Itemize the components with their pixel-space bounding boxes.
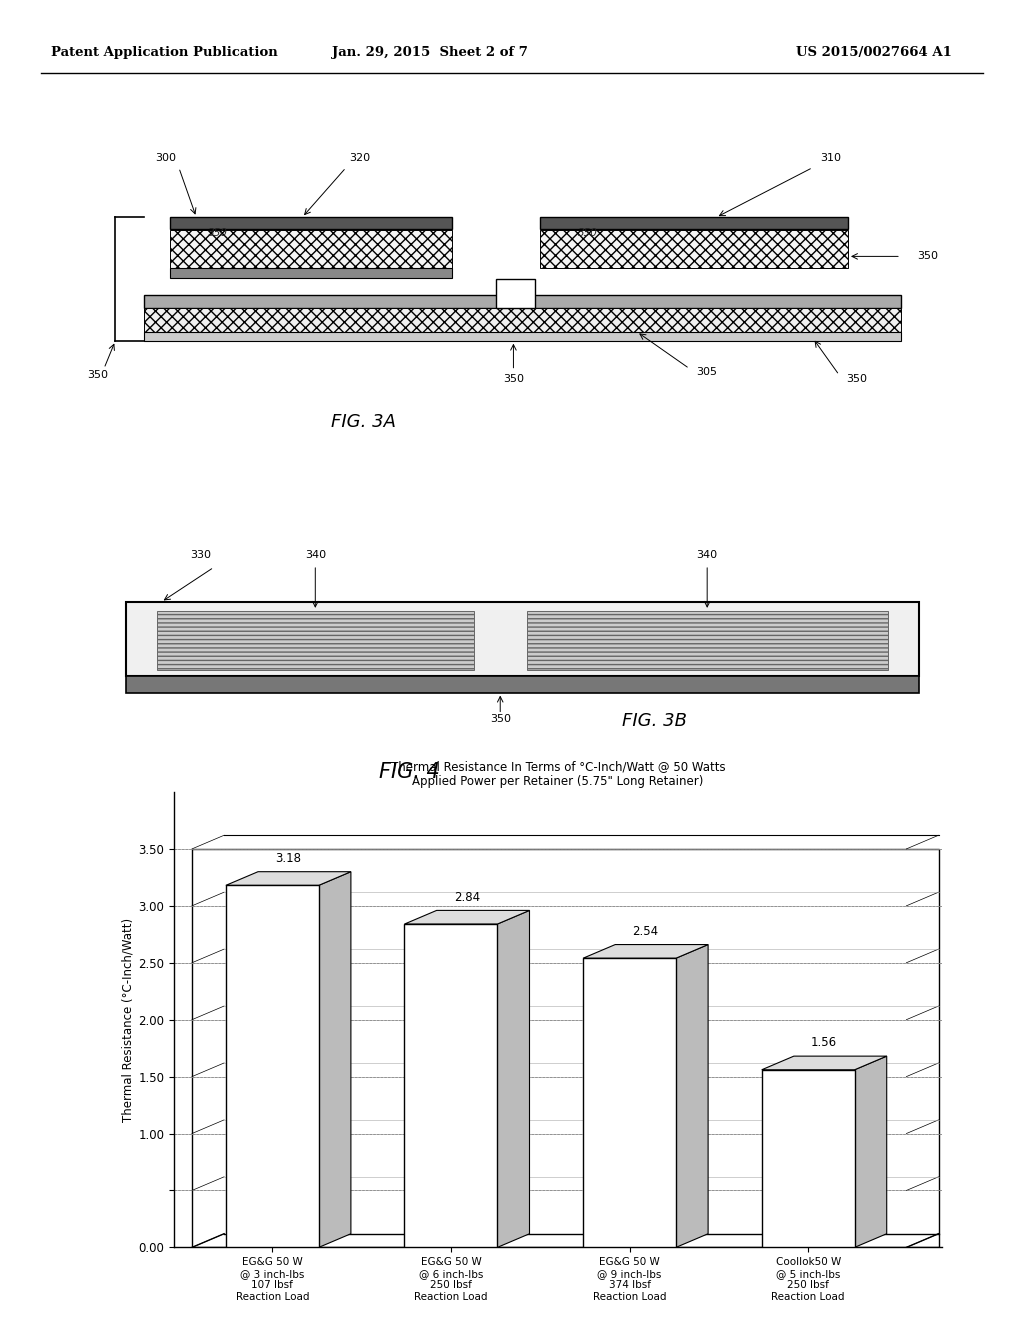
- Polygon shape: [191, 849, 939, 1247]
- Text: 310: 310: [820, 153, 841, 162]
- Bar: [404, 924, 498, 1247]
- Bar: [143, 309, 901, 331]
- Text: 350: 350: [87, 371, 109, 380]
- Text: US 2015/0027664 A1: US 2015/0027664 A1: [797, 46, 952, 59]
- Text: 350: 350: [847, 374, 867, 384]
- Polygon shape: [404, 911, 529, 924]
- Title: Thermal Resistance In Terms of °C-Inch/Watt @ 50 Watts
Applied Power per Retaine: Thermal Resistance In Terms of °C-Inch/W…: [391, 760, 725, 788]
- Polygon shape: [855, 1056, 887, 1247]
- Text: FIG. 4: FIG. 4: [379, 762, 440, 783]
- Bar: [143, 296, 901, 309]
- Bar: [583, 958, 676, 1247]
- Polygon shape: [583, 945, 709, 958]
- Text: 340: 340: [696, 550, 718, 561]
- Text: 330: 330: [190, 550, 211, 561]
- Bar: [540, 218, 848, 230]
- Bar: [157, 611, 474, 669]
- Text: 350: 350: [209, 227, 228, 238]
- Polygon shape: [676, 945, 709, 1247]
- Bar: [762, 1069, 855, 1247]
- Text: FIG. 3B: FIG. 3B: [622, 713, 687, 730]
- Polygon shape: [226, 871, 351, 886]
- Bar: [226, 886, 318, 1247]
- Text: 1.56: 1.56: [811, 1036, 838, 1049]
- Y-axis label: Thermal Resistance (°C-Inch/Watt): Thermal Resistance (°C-Inch/Watt): [121, 917, 134, 1122]
- Polygon shape: [498, 911, 529, 1247]
- Polygon shape: [318, 871, 351, 1247]
- Text: 2.54: 2.54: [633, 925, 658, 937]
- Text: 3.18: 3.18: [275, 851, 301, 865]
- Text: FIG. 3A: FIG. 3A: [331, 413, 396, 432]
- Text: 350: 350: [579, 227, 598, 238]
- Bar: [126, 602, 919, 676]
- Bar: [170, 268, 452, 277]
- Text: 350: 350: [489, 714, 511, 723]
- Bar: [496, 279, 536, 309]
- Text: 350: 350: [916, 251, 938, 261]
- Text: 300: 300: [155, 153, 176, 162]
- Bar: [526, 611, 888, 669]
- Text: 350: 350: [503, 374, 524, 384]
- Bar: [143, 331, 901, 341]
- Bar: [126, 676, 919, 693]
- Text: 2.84: 2.84: [454, 891, 480, 904]
- Bar: [540, 231, 848, 268]
- Bar: [170, 231, 452, 268]
- Text: 340: 340: [305, 550, 326, 561]
- Text: Patent Application Publication: Patent Application Publication: [51, 46, 278, 59]
- Polygon shape: [762, 1056, 887, 1069]
- Text: 320: 320: [349, 153, 370, 162]
- Bar: [170, 218, 452, 230]
- Text: 305: 305: [696, 367, 718, 378]
- Text: Jan. 29, 2015  Sheet 2 of 7: Jan. 29, 2015 Sheet 2 of 7: [332, 46, 528, 59]
